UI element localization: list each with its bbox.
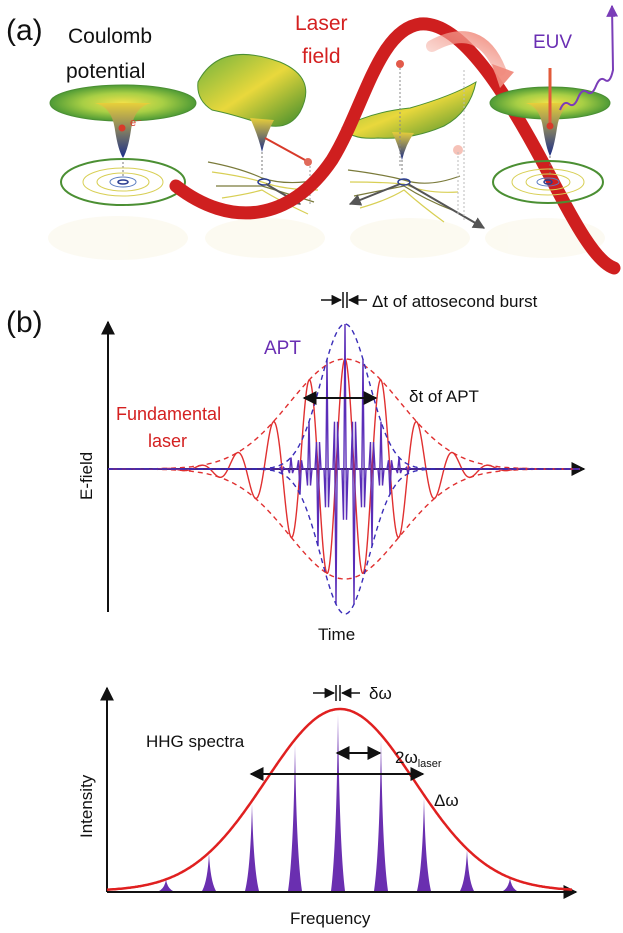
harmonic-peak (159, 879, 173, 891)
harmonic-peak (460, 850, 474, 891)
attosecond-pulse-train (108, 323, 580, 605)
electron-dot-3 (396, 60, 404, 68)
harmonic-peak (503, 878, 517, 891)
fundamental-label-line1: Fundamental (116, 404, 221, 424)
ground-shadows (48, 216, 605, 260)
contour-rings-4 (492, 160, 604, 204)
field-lines-3 (347, 169, 461, 223)
harmonic-peak (374, 739, 388, 891)
apt-label: APT (264, 338, 301, 359)
coulomb-label-line1: Coulomb (68, 25, 152, 48)
tilted-potential-3 (341, 70, 486, 229)
panel-b-x-axis-title: Time (318, 625, 355, 644)
panel-c: Intensity Frequency HHG spectra δω 2ωlas… (77, 684, 578, 928)
apt-traces (108, 323, 580, 615)
harmonic-peak (331, 714, 345, 891)
panel-b: (b) E-field Time Δt of attosecond burst … (6, 292, 586, 644)
fundamental-laser-trace (108, 358, 580, 575)
hhg-envelope-curve (106, 707, 572, 891)
apt-width-label: δt of APT (409, 387, 479, 406)
harmonic-peak (245, 803, 259, 891)
burst-label: Δt of attosecond burst (372, 292, 538, 311)
hhg-traces (106, 707, 572, 891)
delta-omega-small-marker (313, 685, 360, 701)
coulomb-potential-1: e⁻ (49, 84, 197, 206)
euv-photon-icon (559, 4, 619, 111)
panel-b-y-axis-title: E-field (77, 452, 96, 500)
delta-omega-large-label: Δω (434, 791, 459, 810)
return-arrow (426, 31, 506, 76)
laser-label-line2: field (302, 45, 341, 68)
two-omega-label: 2ωlaser (395, 748, 442, 770)
tilted-potential-2 (197, 53, 321, 215)
harmonic-peak (417, 797, 431, 891)
harmonic-peak (202, 853, 216, 891)
harmonic-peak (288, 744, 302, 891)
electron-label: e⁻ (130, 117, 142, 129)
panel-c-x-axis-title: Frequency (290, 909, 371, 928)
coulomb-label-line2: potential (66, 60, 145, 83)
fundamental-label-line2: laser (148, 431, 187, 451)
burst-width-marker (321, 292, 367, 308)
delta-omega-small-label: δω (369, 684, 392, 703)
electron-dot-2 (304, 158, 312, 166)
contour-rings-1 (60, 158, 186, 206)
euv-label: EUV (533, 32, 572, 53)
panel-a-label: (a) (6, 14, 43, 47)
panel-b-label: (b) (6, 306, 43, 339)
panel-c-y-axis-title: Intensity (77, 774, 96, 838)
laser-field-wave (169, 17, 621, 275)
hhg-spectra-label: HHG spectra (146, 732, 245, 751)
electron-dot-1 (118, 124, 126, 132)
panel-a: (a) Coulomb potential Laser field EUV e⁻ (6, 4, 621, 275)
laser-label-line1: Laser (295, 12, 348, 35)
